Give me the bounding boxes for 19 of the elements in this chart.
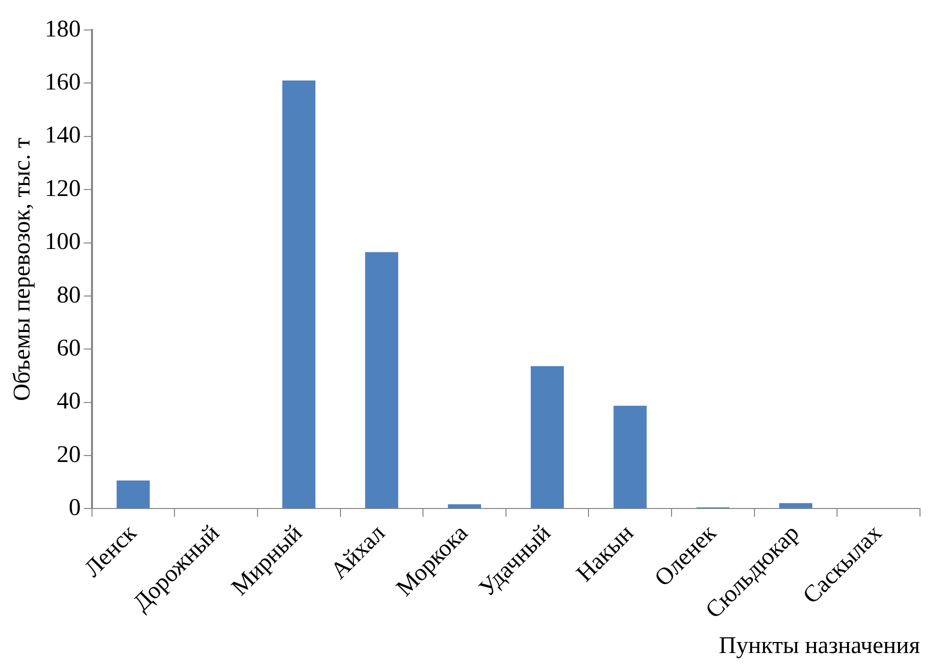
y-tick-label: 80: [56, 282, 81, 308]
y-tick-label: 160: [44, 69, 81, 96]
bar: [614, 406, 647, 508]
y-tick-label: 60: [56, 335, 81, 362]
y-tick-label: 0: [68, 495, 81, 522]
y-tick-label: 120: [44, 176, 81, 202]
x-axis-title: Пункты назначения: [718, 632, 920, 659]
y-tick-label: 20: [56, 442, 81, 468]
bar: [779, 503, 812, 508]
y-tick-label: 40: [56, 388, 81, 415]
y-tick-label: 180: [44, 16, 81, 42]
y-tick-label: 140: [44, 122, 81, 149]
bar: [116, 480, 150, 508]
bar: [282, 80, 316, 508]
bar: [448, 504, 482, 508]
bar: [365, 252, 398, 508]
y-axis-title: Объемы перевозок, тыс. т: [10, 137, 36, 402]
y-tick-label: 100: [44, 229, 81, 256]
bar: [530, 366, 564, 508]
